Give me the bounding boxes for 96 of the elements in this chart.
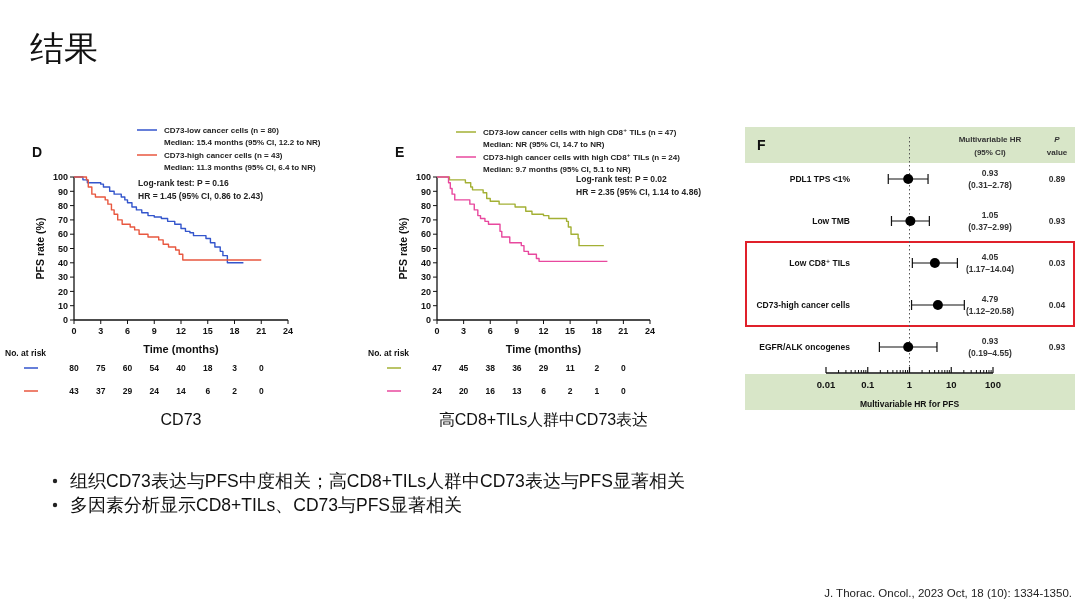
text: Median: 11.3 months (95% CI, 6.4 to NR) (164, 163, 316, 172)
x-tick-label: 18 (229, 326, 240, 336)
text: 43 37 29 24 14 6 2 0 (69, 386, 264, 396)
x-tick-label: 9 (514, 326, 520, 336)
x-tick-label: 12 (175, 326, 187, 336)
text: 0.03 (1048, 258, 1066, 268)
x-tick-label: 3 (98, 326, 104, 336)
legend-label: CD73-high cancer cells with high CD8⁺ TILs (n = 24) (483, 153, 681, 162)
legend-label: CD73-high cancer cells (n = 43) (164, 151, 283, 160)
y-tick-label: 60 (420, 229, 431, 240)
legend-label: CD73-low cancer cells with high CD8⁺ TILs (n = 47) (483, 128, 677, 137)
annotation: 1.05 (0.37–2.99) (968, 210, 1012, 232)
text: (0.19–4.55) (968, 348, 1012, 358)
x-tick-label: 3 (461, 326, 467, 336)
y-tick-label: 40 (420, 258, 431, 268)
y-tick-label: 70 (57, 215, 68, 226)
legend-label: CD73-low cancer cells (n = 80) (164, 126, 280, 135)
y-tick-label: 50 (57, 243, 68, 254)
text: 0.93 (1048, 342, 1066, 352)
text: 80 75 60 54 40 18 3 0 (69, 363, 264, 373)
y-axis-title: PFS rate (%) (397, 217, 409, 280)
text: Median: 15.4 months (95% CI, 12.2 to NR) (164, 138, 321, 147)
x-tick-label: 1 (906, 379, 913, 390)
x-tick-label: 0.01 (816, 379, 836, 390)
y-tick-label: EGFR/ALK oncogenes (759, 342, 851, 352)
x-tick-label: 21 (618, 326, 629, 336)
x-axis-title: Time (months) (505, 343, 582, 355)
annotation: Log-rank test: P = 0.02 (576, 174, 668, 184)
y-tick-label: 0 (62, 315, 68, 326)
text: 0.04 (1048, 300, 1066, 310)
y-tick-label: 20 (57, 286, 68, 297)
text: 0.89 (1048, 174, 1066, 184)
x-axis-title: Time (months) (143, 343, 220, 355)
text: P value (1046, 135, 1068, 157)
annotation: 0.93 (981, 336, 999, 346)
y-tick-label: 80 (57, 200, 68, 211)
y-tick-label: 30 (420, 272, 431, 283)
text: 0.93 (1048, 216, 1066, 226)
y-tick-label: 50 (420, 243, 431, 254)
annotation: 4.79 (1.12–20.58) (965, 294, 1015, 316)
text: Median: NR (95% CI, 14.7 to NR) (483, 140, 605, 149)
chart-title: F (757, 137, 766, 153)
x-tick-label: 9 (151, 326, 157, 336)
x-tick-label: 10 (945, 379, 957, 390)
x-tick-label: 0 (434, 326, 440, 336)
x-tick-label: 18 (591, 326, 602, 336)
y-tick-label: 100 (415, 172, 431, 183)
x-tick-label: 24 (644, 326, 656, 336)
annotation: 0.93 (981, 168, 999, 178)
text: No. at risk (368, 348, 410, 358)
y-tick-label: 10 (420, 300, 431, 311)
text: (0.31–2.78) (968, 180, 1012, 190)
text: 24 20 16 13 6 2 1 0 (432, 386, 626, 396)
text: 多因素分析显示CD8+TILs、CD73与PFS显著相关 (70, 495, 463, 515)
y-tick-label: 40 (57, 258, 68, 268)
x-tick-label: 15 (565, 326, 576, 336)
annotation: Multivariable HR (95% CI) (958, 135, 1022, 157)
x-tick-label: 12 (538, 326, 549, 336)
y-tick-label: 90 (420, 186, 431, 197)
text: 高CD8+TILs人群中CD73表达 (438, 411, 649, 428)
x-tick-label: 6 (487, 326, 493, 336)
y-tick-label: 60 (57, 229, 68, 240)
y-tick-label: 70 (420, 215, 431, 226)
y-tick-label: 30 (57, 272, 68, 283)
x-tick-label: 15 (202, 326, 213, 336)
y-tick-label: Low CD8⁺ TILs (789, 258, 851, 268)
y-tick-label: 90 (57, 186, 68, 197)
text: Median: 9.7 months (95% CI, 5.1 to NR) (483, 165, 631, 174)
y-tick-label: CD73-high cancer cells (756, 300, 851, 310)
text: 结果 (30, 29, 98, 67)
chart-title: E (395, 144, 405, 160)
chart-title: D (32, 144, 43, 160)
y-tick-label: 100 (52, 172, 68, 183)
x-tick-label: 0 (71, 326, 77, 336)
y-tick-label: PDL1 TPS <1% (789, 174, 851, 184)
annotation: Log-rank test: P = 0.16 (138, 178, 230, 188)
y-tick-label: Low TMB (812, 216, 850, 226)
y-tick-label: 10 (57, 300, 68, 311)
x-tick-label: 21 (256, 326, 267, 336)
annotation: HR = 1.45 (95% CI, 0.86 to 2.43) (138, 191, 264, 201)
text: CD73 (160, 411, 202, 428)
x-tick-label: 6 (124, 326, 131, 336)
y-tick-label: 80 (420, 200, 431, 211)
text: 47 45 38 36 29 11 2 0 (432, 363, 626, 373)
y-axis-title: PFS rate (%) (34, 217, 46, 280)
annotation: 4.05 (1.17–14.04) (965, 252, 1015, 274)
text: No. at risk (5, 348, 47, 358)
y-tick-label: 20 (420, 286, 431, 297)
x-tick-label: 24 (282, 326, 294, 336)
x-tick-label: 0.1 (861, 379, 876, 390)
x-tick-label: 100 (985, 379, 1001, 390)
text: 组织CD73表达与PFS中度相关；高CD8+TILs人群中CD73表达与PFS显著相关 (70, 471, 685, 491)
x-axis-title: Multivariable HR for PFS (859, 399, 960, 409)
annotation: HR = 2.35 (95% CI, 1.14 to 4.86) (576, 187, 702, 197)
y-tick-label: 0 (425, 315, 431, 326)
text: J. Thorac. Oncol., 2023 Oct, 18 (10): 1334-1350. (824, 587, 1072, 599)
